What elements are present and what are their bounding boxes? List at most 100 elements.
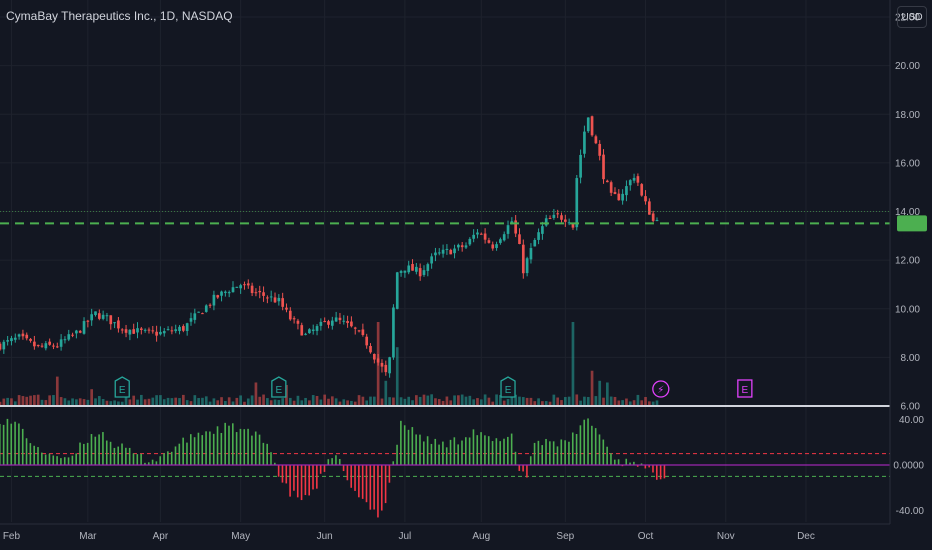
volume-bar — [52, 395, 55, 406]
histogram-bar — [575, 434, 578, 465]
volume-bar — [407, 396, 411, 406]
histogram-bar — [415, 434, 417, 465]
candle-body — [502, 234, 506, 241]
volume-bar — [479, 399, 483, 406]
candle-body — [52, 345, 55, 347]
candle-body — [231, 287, 235, 293]
histogram-bar — [48, 453, 51, 465]
candle-body — [170, 330, 174, 332]
candle-body — [323, 321, 327, 323]
candle-body — [327, 321, 330, 325]
x-tick-label: Dec — [797, 531, 815, 542]
y-tick-label: 18.00 — [895, 110, 920, 121]
volume-bar — [334, 398, 338, 406]
volume-bar — [560, 400, 563, 406]
earnings-marker[interactable]: E — [737, 379, 753, 398]
histogram-bar — [568, 441, 570, 465]
volume-bar — [300, 400, 304, 406]
candle-body — [220, 291, 223, 296]
event-markers[interactable]: E E E ⚡ E — [114, 376, 753, 398]
candle-body — [55, 346, 59, 348]
dividend-marker[interactable]: ⚡ — [652, 380, 670, 398]
volume-bar — [308, 400, 311, 406]
volume-bar — [40, 399, 44, 406]
candle-body — [437, 252, 441, 254]
candle-body — [29, 338, 32, 341]
volume-bar — [426, 395, 430, 406]
histogram-bar — [155, 461, 158, 465]
histogram-bar — [56, 456, 58, 465]
volume-bar — [235, 397, 239, 406]
volume-bar — [563, 397, 567, 406]
histogram-bar — [442, 441, 444, 465]
histogram-bar — [541, 445, 544, 465]
histogram-bar — [117, 446, 120, 465]
volume-bar — [258, 396, 262, 406]
candle-body — [655, 220, 659, 222]
candle-body — [525, 258, 529, 274]
candle-body — [376, 358, 380, 363]
volume-bar — [476, 398, 479, 406]
volume-bar — [220, 397, 223, 406]
histogram-bar — [392, 461, 395, 465]
candle-body — [418, 268, 422, 277]
histogram-bar — [296, 465, 299, 498]
y-tick-label: 20.00 — [895, 61, 920, 72]
histogram-bar — [426, 436, 429, 465]
histogram-bar — [522, 465, 524, 472]
volume-bar — [468, 395, 472, 406]
earnings-marker-shape — [500, 376, 516, 398]
histogram-bar — [163, 453, 165, 465]
x-tick-label: May — [231, 531, 250, 542]
volume-bar — [193, 395, 197, 406]
candle-body — [315, 326, 319, 331]
volume-bar — [499, 395, 502, 406]
y-tick-label: 10.00 — [895, 304, 920, 315]
volume-bar — [441, 400, 445, 406]
histogram-bar — [484, 435, 486, 465]
candle-body — [621, 193, 624, 201]
candle-body — [426, 264, 430, 271]
candle-body — [97, 313, 101, 319]
volume-bar — [105, 400, 109, 406]
histogram-bar — [125, 447, 127, 465]
volume-bar — [430, 394, 433, 406]
currency-button[interactable]: USD — [897, 6, 927, 28]
earnings-marker[interactable]: E — [114, 376, 130, 398]
volume-bar — [529, 397, 533, 406]
histogram-bar — [86, 442, 89, 465]
histogram-bar — [331, 458, 333, 465]
volume-bar — [33, 395, 36, 406]
volume-bar — [48, 395, 51, 406]
volume-bar — [86, 399, 90, 406]
candle-body — [304, 333, 307, 335]
candle-body — [266, 297, 269, 299]
histogram-bar — [0, 423, 1, 465]
candle-body — [155, 331, 158, 336]
candle-body — [460, 245, 464, 248]
earnings-marker-label: E — [276, 385, 283, 396]
volume-bar — [472, 399, 475, 406]
volume-bar — [388, 397, 391, 406]
candle-body — [113, 322, 116, 324]
candle-body — [407, 265, 411, 273]
histogram-bar — [316, 465, 318, 489]
candle-body — [552, 214, 556, 218]
y-tick-label: 14.00 — [895, 207, 920, 218]
last-price-tag-bg — [897, 215, 927, 232]
histogram-bar — [652, 465, 654, 473]
volume-bar — [571, 322, 575, 406]
axes: 6.00 8.00 10.00 12.00 14.00 16.00 18.00 20.00 22… — [0, 0, 924, 542]
candle-body — [372, 353, 376, 360]
candle-body — [208, 304, 212, 306]
candle-body — [613, 192, 617, 195]
candle-body — [411, 264, 414, 271]
histogram-bar — [476, 435, 479, 465]
earnings-marker[interactable]: E — [500, 376, 516, 398]
volume-bar — [10, 398, 13, 406]
volume-bar — [411, 400, 414, 406]
earnings-marker[interactable]: E — [271, 376, 287, 398]
candle-body — [648, 201, 651, 215]
candle-body — [239, 285, 242, 289]
